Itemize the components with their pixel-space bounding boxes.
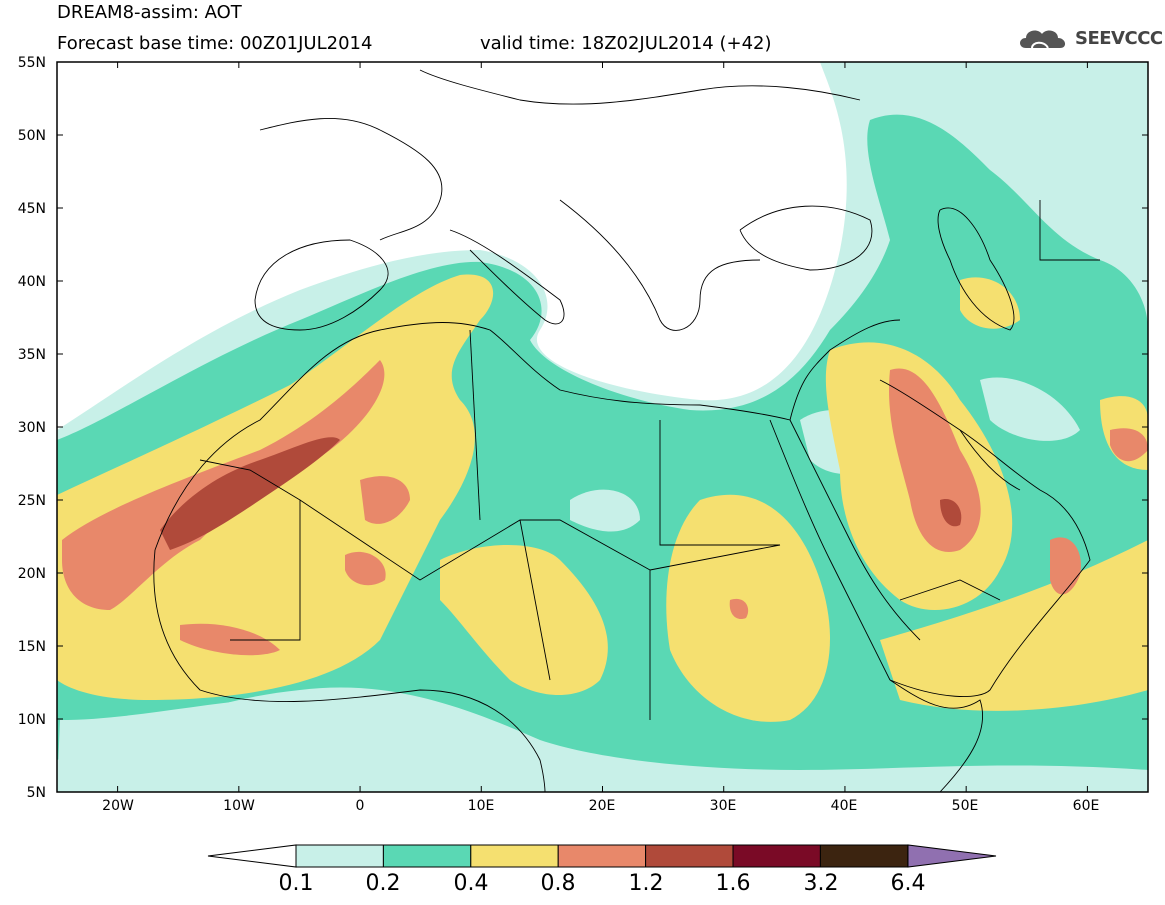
lon-tick-label: 10W xyxy=(223,798,255,814)
colorbar-label: 1.6 xyxy=(715,871,751,896)
lon-tick-label: 10E xyxy=(467,798,495,814)
colorbar-swatch xyxy=(557,844,647,868)
lat-tick-label: 40N xyxy=(17,274,46,290)
lon-tick-label: 20W xyxy=(102,798,134,814)
colorbar-high-arrow xyxy=(907,844,997,868)
lat-tick-label: 10N xyxy=(17,712,46,728)
lon-tick-label: 20E xyxy=(588,798,616,814)
colorbar-label: 0.4 xyxy=(453,871,489,896)
lat-tick-label: 50N xyxy=(17,128,46,144)
lat-tick-label: 30N xyxy=(17,420,46,436)
aot-band-1.2 xyxy=(940,499,962,527)
lat-tick-label: 5N xyxy=(26,785,46,801)
colorbar-swatch xyxy=(470,844,559,868)
aot-band-0.8 xyxy=(180,623,280,656)
aot-band-0.8 xyxy=(1050,537,1081,595)
colorbar-label: 0.2 xyxy=(365,871,401,896)
aot-band-0.4 xyxy=(666,494,830,722)
colorbar-label: 0.1 xyxy=(278,871,314,896)
colorbar-label: 1.2 xyxy=(628,871,664,896)
colorbar-low-arrow xyxy=(207,844,297,868)
aot-band-0.8 xyxy=(360,476,410,524)
aot-band-0.4 xyxy=(960,277,1020,329)
coastlines xyxy=(153,69,1100,792)
lon-tick-label: 40E xyxy=(830,798,858,814)
colorbar xyxy=(207,844,997,868)
aot-patch xyxy=(980,377,1080,441)
lat-tick-label: 35N xyxy=(17,347,46,363)
aot-patch xyxy=(570,489,640,532)
colorbar-label: 0.8 xyxy=(540,871,576,896)
lat-tick-label: 15N xyxy=(17,639,46,655)
aot-band-0.8 xyxy=(729,598,749,620)
lon-tick-label: 30E xyxy=(709,798,737,814)
colorbar-swatch xyxy=(732,844,821,868)
lon-tick-label: 60E xyxy=(1072,798,1100,814)
aot-band-0.4 xyxy=(880,540,1148,711)
aot-band-0.8 xyxy=(1110,428,1148,462)
map-title: DREAM8-assim: AOT xyxy=(57,2,242,23)
aot-band-1.2 xyxy=(160,437,340,550)
colorbar-swatch xyxy=(295,844,384,868)
lon-tick-label: 0 xyxy=(355,798,365,814)
colorbar-swatch xyxy=(382,844,472,868)
lat-tick-label: 20N xyxy=(17,566,46,582)
colorbar-label: 6.4 xyxy=(890,871,926,896)
colorbar-swatch xyxy=(645,844,734,868)
aot-band-0.4 xyxy=(440,545,608,695)
aot-patch xyxy=(57,697,560,792)
lat-tick-label: 55N xyxy=(17,55,46,71)
colorbar-swatch xyxy=(819,844,909,868)
valid-time: valid time: 18Z02JUL2014 (+42) xyxy=(480,33,772,54)
logo-text: SEEVCCC xyxy=(1075,28,1163,49)
lon-tick-label: 50E xyxy=(951,798,979,814)
colorbar-label: 3.2 xyxy=(803,871,839,896)
cloud-icon xyxy=(1020,30,1066,49)
lat-tick-label: 45N xyxy=(17,201,46,217)
forecast-base-time: Forecast base time: 00Z01JUL2014 xyxy=(57,33,373,54)
aot-field xyxy=(57,62,1148,792)
aot-band-0.8 xyxy=(345,551,386,586)
lat-tick-label: 25N xyxy=(17,493,46,509)
